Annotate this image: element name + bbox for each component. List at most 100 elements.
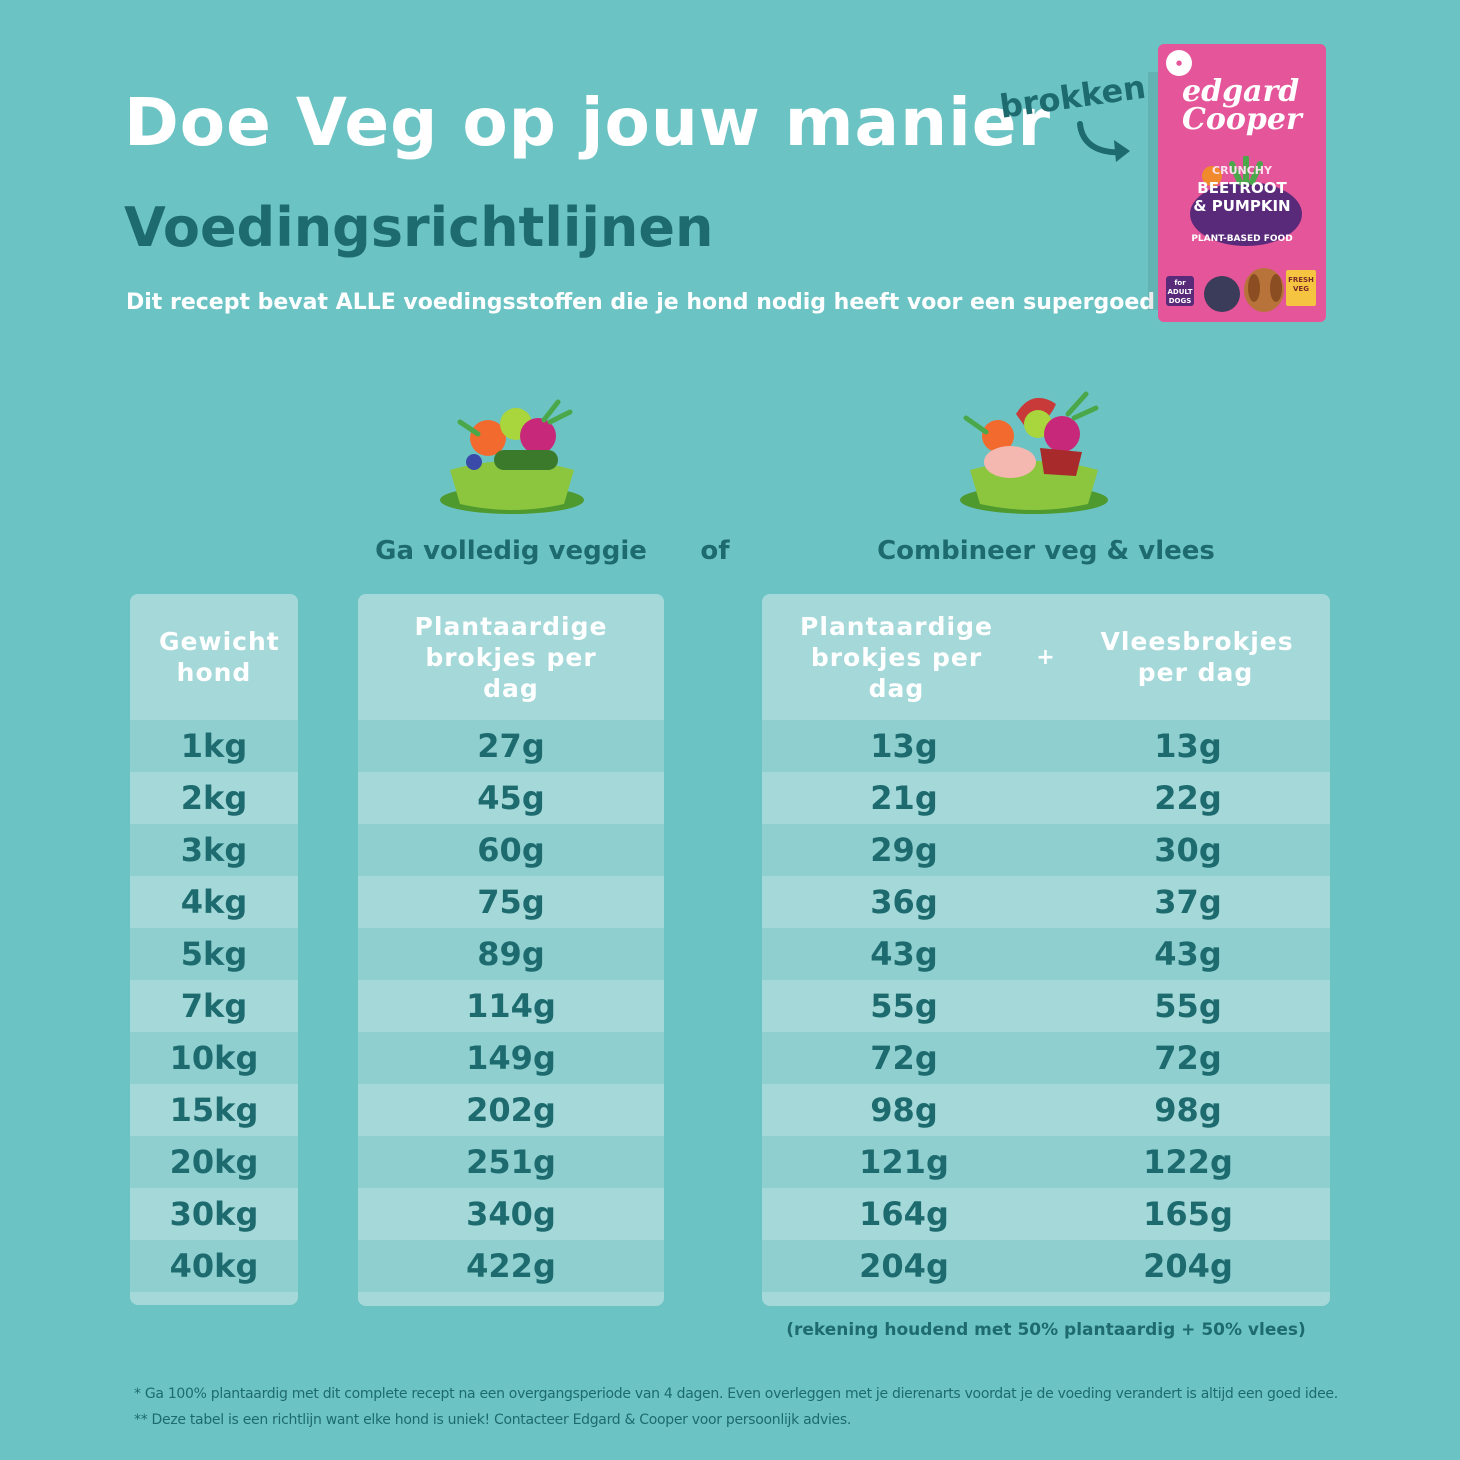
meat-cell: 37g: [1154, 883, 1222, 921]
combo-row: 164g 165g: [762, 1188, 1330, 1240]
page-subtitle: Voedingsrichtlijnen: [124, 196, 714, 259]
weight-row: 15kg: [130, 1084, 298, 1136]
veggie-row: 422g: [358, 1240, 664, 1292]
plant-cell: 204g: [859, 1247, 949, 1285]
combo-row: 43g 43g: [762, 928, 1330, 980]
combo-row: 72g 72g: [762, 1032, 1330, 1084]
veggie-cell: 75g: [477, 883, 545, 921]
veggie-row: 340g: [358, 1188, 664, 1240]
plant-cell: 98g: [870, 1091, 938, 1129]
combo-header: Plantaardige brokjes per dag + Vleesbrok…: [762, 594, 1330, 720]
tagline: Dit recept bevat ALLE voedingsstoffen di…: [126, 290, 1231, 315]
plant-based-label: PLANT-BASED FOOD: [1191, 234, 1293, 244]
veggie-header-label: Plantaardige brokjes per dag: [414, 611, 608, 703]
meat-cell: 122g: [1143, 1143, 1233, 1181]
weight-cell: 2kg: [180, 779, 248, 817]
meat-cell: 98g: [1154, 1091, 1222, 1129]
page-title: Doe Veg op jouw manier: [124, 84, 1052, 161]
plant-cell: 164g: [859, 1195, 949, 1233]
weight-table: Gewicht hond 1kg 2kg 3kg 4kg 5kg 7kg 10kg 15kg 2…: [130, 594, 298, 1305]
veggie-row: 89g: [358, 928, 664, 980]
meat-cell: 22g: [1154, 779, 1222, 817]
combo-row: 36g 37g: [762, 876, 1330, 928]
meat-cell: 43g: [1154, 935, 1222, 973]
veg-and-meat-bowl-icon: [960, 391, 1108, 514]
beetroot-icon: [1190, 156, 1302, 246]
meat-cell: 72g: [1154, 1039, 1222, 1077]
combo-table: Plantaardige brokjes per dag + Vleesbrok…: [762, 594, 1330, 1306]
veggie-table: Plantaardige brokjes per dag 27g 45g 60g 75…: [358, 594, 664, 1306]
veggie-heading: Ga volledig veggie: [375, 536, 647, 566]
veggie-cell: 45g: [477, 779, 545, 817]
combo-row: 55g 55g: [762, 980, 1330, 1032]
meat-cell: 13g: [1154, 727, 1222, 765]
weight-row: 30kg: [130, 1188, 298, 1240]
weight-cell: 20kg: [169, 1143, 259, 1181]
brokken-label: brokken: [997, 67, 1149, 126]
veggie-cell: 202g: [466, 1091, 556, 1129]
or-label: of: [700, 536, 730, 566]
plant-cell: 13g: [870, 727, 938, 765]
veggie-cell: 114g: [466, 987, 556, 1025]
veggie-cell: 149g: [466, 1039, 556, 1077]
brand-logo-line2: Cooper: [1182, 102, 1302, 137]
weight-row: 20kg: [130, 1136, 298, 1188]
weight-cell: 1kg: [180, 727, 248, 765]
plant-cell: 121g: [859, 1143, 949, 1181]
combo-row: 121g 122g: [762, 1136, 1330, 1188]
combo-meat-header-label: Vleesbrokjes per dag: [1100, 627, 1294, 687]
veggie-cell: 27g: [477, 727, 545, 765]
combo-heading: Combineer veg & vlees: [877, 536, 1215, 566]
combo-row: 21g 22g: [762, 772, 1330, 824]
weight-cell: 5kg: [180, 935, 248, 973]
plant-cell: 72g: [870, 1039, 938, 1077]
weight-cell: 30kg: [169, 1195, 259, 1233]
weight-row: 5kg: [130, 928, 298, 980]
veggie-cell: 89g: [477, 935, 545, 973]
product-crunchy: CRUNCHY: [1212, 164, 1272, 177]
weight-cell: 7kg: [180, 987, 248, 1025]
veggie-cell: 422g: [466, 1247, 556, 1285]
combo-note: (rekening houdend met 50% plantaardig + …: [786, 1320, 1306, 1340]
plant-cell: 55g: [870, 987, 938, 1025]
meat-cell: 165g: [1143, 1195, 1233, 1233]
weight-row: 40kg: [130, 1240, 298, 1292]
footnote-1: * Ga 100% plantaardig met dit complete r…: [134, 1386, 1338, 1402]
veggie-bowl-icon: [440, 399, 584, 514]
weight-row: 10kg: [130, 1032, 298, 1084]
product-name-line1: BEETROOT: [1197, 179, 1287, 197]
veggie-row: 75g: [358, 876, 664, 928]
weight-header-label: Gewicht hond: [159, 627, 280, 687]
combo-plant-header-label: Plantaardige brokjes per dag: [800, 611, 993, 703]
veggie-cell: 60g: [477, 831, 545, 869]
veggie-row: 114g: [358, 980, 664, 1032]
veggie-header: Plantaardige brokjes per dag: [358, 594, 664, 720]
weight-cell: 3kg: [180, 831, 248, 869]
veggie-row: 45g: [358, 772, 664, 824]
plant-cell: 21g: [870, 779, 938, 817]
dogs-icon: [1204, 268, 1284, 312]
veggie-row: 202g: [358, 1084, 664, 1136]
weight-cell: 15kg: [169, 1091, 259, 1129]
plant-cell: 29g: [870, 831, 938, 869]
veggie-row: 149g: [358, 1032, 664, 1084]
meat-cell: 204g: [1143, 1247, 1233, 1285]
combo-row: 13g 13g: [762, 720, 1330, 772]
weight-cell: 4kg: [180, 883, 248, 921]
weight-row: 7kg: [130, 980, 298, 1032]
arrow-icon: [1077, 121, 1130, 162]
weight-cell: 10kg: [169, 1039, 259, 1077]
combo-row: 98g 98g: [762, 1084, 1330, 1136]
plant-cell: 43g: [870, 935, 938, 973]
meat-cell: 55g: [1154, 987, 1222, 1025]
veggie-cell: 340g: [466, 1195, 556, 1233]
weight-row: 3kg: [130, 824, 298, 876]
fresh-veg-badge: FRESH VEG: [1286, 270, 1316, 306]
veggie-row: 251g: [358, 1136, 664, 1188]
combo-row: 204g 204g: [762, 1240, 1330, 1292]
weight-row: 2kg: [130, 772, 298, 824]
adult-dogs-badge: for ADULT DOGS: [1166, 276, 1194, 306]
product-name-line2: & PUMPKIN: [1193, 197, 1291, 215]
veggie-row: 60g: [358, 824, 664, 876]
weight-badge-icon: ●: [1166, 50, 1192, 76]
